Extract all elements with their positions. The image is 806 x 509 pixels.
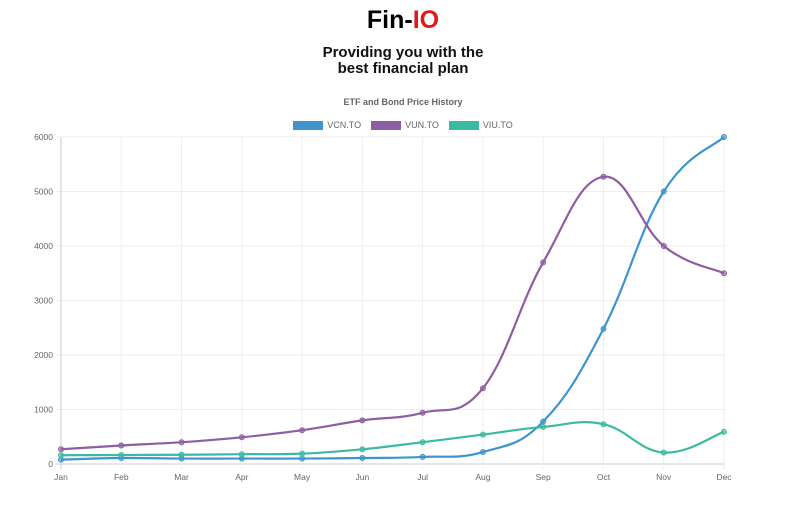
legend-label: VUN.TO <box>405 120 439 130</box>
data-point[interactable] <box>479 385 486 392</box>
x-tick-label: May <box>294 472 311 482</box>
legend-item-viu-to[interactable]: VIU.TO <box>448 120 513 130</box>
data-point[interactable] <box>178 439 185 446</box>
y-tick-label: 0 <box>48 459 53 469</box>
x-tick-label: Mar <box>174 472 189 482</box>
tagline-line-1: Providing you with the <box>322 44 484 61</box>
y-tick-label: 2000 <box>34 350 53 360</box>
data-point[interactable] <box>299 450 306 457</box>
data-point[interactable] <box>540 418 547 425</box>
y-tick-label: 6000 <box>34 132 53 142</box>
x-tick-label: Jun <box>356 472 370 482</box>
chart-title: ETF and Bond Price History <box>343 97 463 107</box>
data-point[interactable] <box>419 453 426 460</box>
brand-prefix: Fin- <box>366 6 413 34</box>
legend-item-vun-to[interactable]: VUN.TO <box>371 120 439 130</box>
data-point[interactable] <box>540 259 547 266</box>
data-point[interactable] <box>721 134 727 140</box>
data-point[interactable] <box>359 417 366 424</box>
legend-swatch-icon <box>371 120 402 130</box>
data-point[interactable] <box>540 423 547 430</box>
legend-label: VCN.TO <box>327 120 362 130</box>
data-point[interactable] <box>359 446 366 453</box>
data-point[interactable] <box>479 431 486 438</box>
data-point[interactable] <box>118 452 125 459</box>
x-tick-label: Nov <box>656 472 672 482</box>
x-tick-label: Aug <box>475 472 490 482</box>
brand-accent: IO <box>412 6 440 34</box>
data-point[interactable] <box>660 449 667 456</box>
x-tick-label: Apr <box>235 472 248 482</box>
data-point[interactable] <box>58 452 64 459</box>
legend-swatch-icon <box>448 120 479 130</box>
chart-legend: VCN.TO VUN.TO VIU.TO <box>0 120 806 130</box>
y-tick-label: 1000 <box>34 405 53 415</box>
data-point[interactable] <box>419 409 426 416</box>
data-point[interactable] <box>238 451 245 458</box>
y-tick-label: 3000 <box>34 296 53 306</box>
x-tick-label: Dec <box>716 472 732 482</box>
data-point[interactable] <box>299 455 306 462</box>
series-line-vcn-to <box>60 136 725 461</box>
x-tick-label: Jan <box>54 472 68 482</box>
data-point[interactable] <box>238 434 245 441</box>
legend-item-vcn-to[interactable]: VCN.TO <box>293 120 361 130</box>
data-point[interactable] <box>359 455 366 462</box>
data-point[interactable] <box>600 421 607 428</box>
data-point[interactable] <box>178 451 185 458</box>
data-point[interactable] <box>600 325 607 332</box>
y-tick-label: 5000 <box>34 187 53 197</box>
series-line-vun-to <box>60 175 725 451</box>
data-point[interactable] <box>118 442 125 449</box>
x-tick-label: Oct <box>597 472 611 482</box>
data-point[interactable] <box>299 427 306 434</box>
data-point[interactable] <box>721 428 727 435</box>
data-point[interactable] <box>660 243 667 249</box>
data-point[interactable] <box>721 270 727 277</box>
data-point[interactable] <box>58 446 64 453</box>
x-tick-label: Jul <box>417 472 428 482</box>
tagline-line-2: best financial plan <box>337 60 469 77</box>
legend-swatch-icon <box>293 120 324 130</box>
y-tick-label: 4000 <box>34 241 53 251</box>
tagline: Providing you with the best financial pl… <box>0 45 806 77</box>
x-tick-label: Feb <box>114 472 129 482</box>
brand-logo: Fin-IO <box>0 6 806 35</box>
data-point[interactable] <box>600 173 607 180</box>
legend-label: VIU.TO <box>482 120 513 130</box>
series-line-viu-to <box>60 421 725 457</box>
data-point[interactable] <box>419 439 426 446</box>
data-point[interactable] <box>479 449 486 456</box>
data-point[interactable] <box>660 188 667 195</box>
x-tick-label: Sep <box>536 472 551 482</box>
